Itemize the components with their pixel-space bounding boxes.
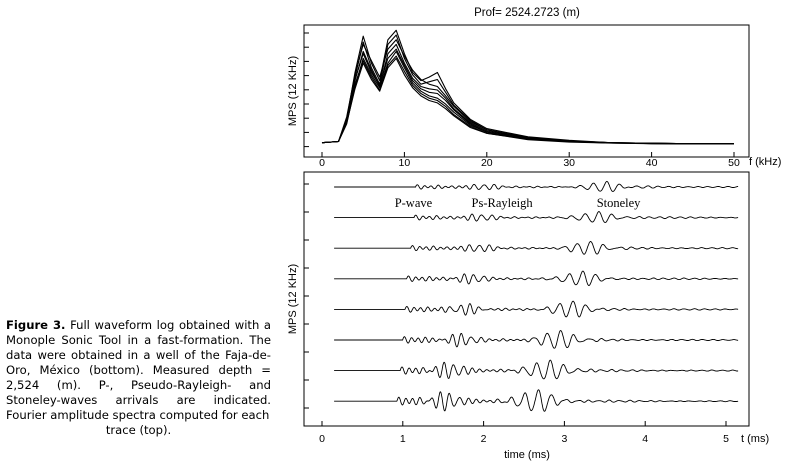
- spectrum-x-tick-label: 30: [563, 157, 575, 169]
- waveform-trace-8: [334, 389, 739, 412]
- caption-last-line: trace (top).: [105, 423, 172, 437]
- spectrum-xlabel: f (kHz): [749, 156, 781, 168]
- waveform-trace-4: [334, 270, 739, 286]
- spectrum-series-3: [321, 39, 734, 145]
- spectrum-title: Prof= 2524.2723 (m): [474, 7, 580, 19]
- waveform-trace-6: [334, 330, 739, 349]
- waveform-x-tick-label: 4: [642, 433, 648, 445]
- spectrum-x-tick-label: 0: [319, 157, 325, 169]
- waveform-frame: [303, 171, 750, 427]
- annotation-p-wave: P-wave: [395, 196, 433, 210]
- waveform-ylabel: MPS (12 KHz): [287, 264, 299, 334]
- waveform-traces: [334, 180, 739, 412]
- waveform-trace-3: [334, 241, 739, 255]
- spectrum-series-8: [321, 57, 734, 145]
- caption-label: Figure 3.: [6, 318, 66, 332]
- waveform-xunit-label: t (ms): [741, 433, 769, 445]
- waveform-x-tick-label: 0: [319, 433, 325, 445]
- annotation-ps-rayleigh: Ps-Rayleigh: [472, 196, 534, 210]
- spectrum-x-tick-label: 50: [728, 157, 740, 169]
- waveform-xlabel: time (ms): [504, 449, 550, 461]
- waveform-trace-1: [334, 180, 739, 192]
- spectrum-ylabel: MPS (12 KHz): [287, 56, 299, 126]
- spectrum-series-1: [321, 29, 734, 145]
- spectrum-x-tick-label: 20: [481, 157, 493, 169]
- spectrum-series-2: [321, 34, 734, 145]
- spectrum-ticks: 0 10 20 30 40 50: [304, 32, 740, 169]
- waveform-x-tick-label: 5: [723, 433, 729, 445]
- waveform-trace-2: [334, 211, 739, 223]
- spectrum-frame: [303, 24, 750, 158]
- waveform-trace-5: [334, 300, 739, 318]
- waveform-x-tick-label: 1: [400, 433, 406, 445]
- caption-text: Full waveform log obtained with a Monopl…: [6, 318, 272, 422]
- spectrum-series: [321, 29, 734, 145]
- spectrum-x-tick-label: 40: [646, 157, 658, 169]
- annotation-stoneley: Stoneley: [597, 196, 641, 210]
- waveform-x-tick-label: 3: [561, 433, 567, 445]
- waveform-trace-7: [334, 359, 739, 380]
- spectrum-x-tick-label: 10: [399, 157, 411, 169]
- figure-caption: Figure 3. Full waveform log obtained wit…: [6, 318, 271, 438]
- waveform-ticks: 0 1 2 3 4 5: [304, 183, 729, 445]
- waveform-x-tick-label: 2: [481, 433, 487, 445]
